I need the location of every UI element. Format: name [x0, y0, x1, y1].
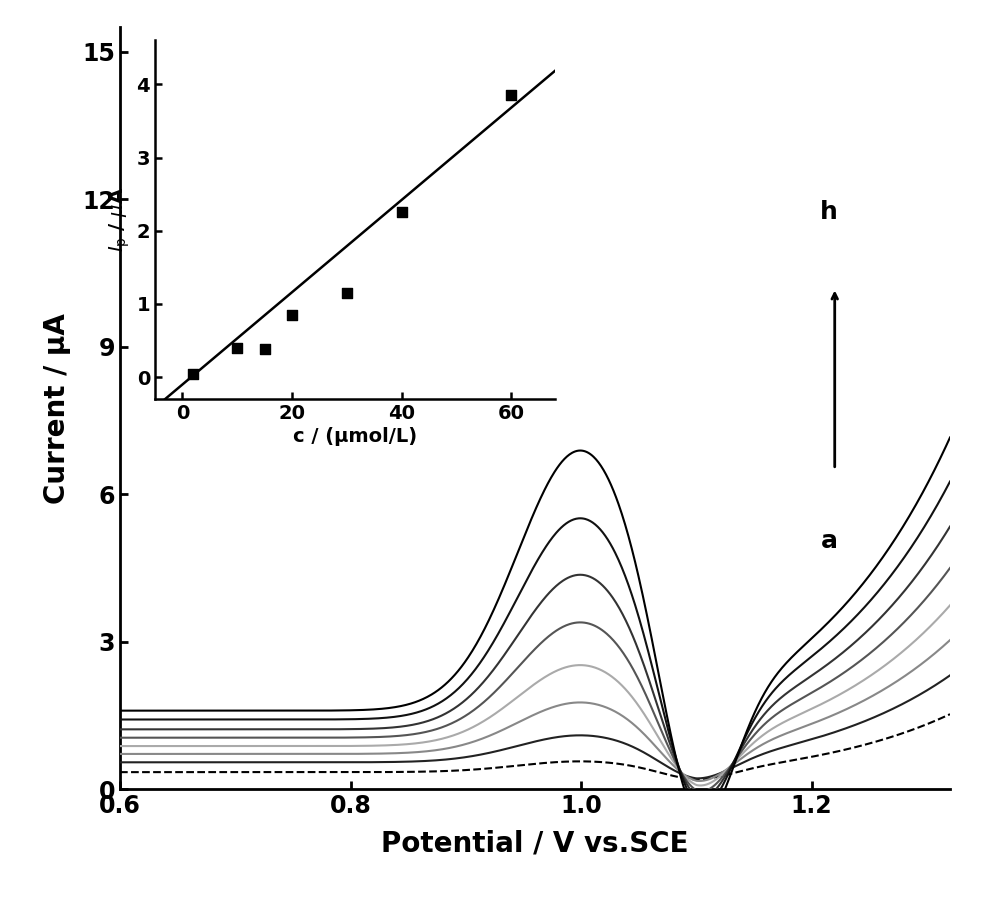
X-axis label: c / (μmol/L): c / (μmol/L) [293, 427, 417, 446]
Point [185, 366, 201, 380]
Point [229, 341, 245, 355]
Point [503, 88, 519, 102]
Point [284, 308, 300, 322]
Text: a: a [820, 528, 837, 553]
Text: h: h [820, 200, 838, 223]
Point [394, 205, 410, 220]
Point [257, 342, 273, 356]
Y-axis label: Current / μA: Current / μA [43, 313, 71, 503]
Y-axis label: $\mathit{I}_\mathrm{p}$ / $\mu$A: $\mathit{I}_\mathrm{p}$ / $\mu$A [108, 187, 132, 252]
X-axis label: Potential / V vs.SCE: Potential / V vs.SCE [381, 830, 689, 858]
Point [339, 286, 355, 300]
